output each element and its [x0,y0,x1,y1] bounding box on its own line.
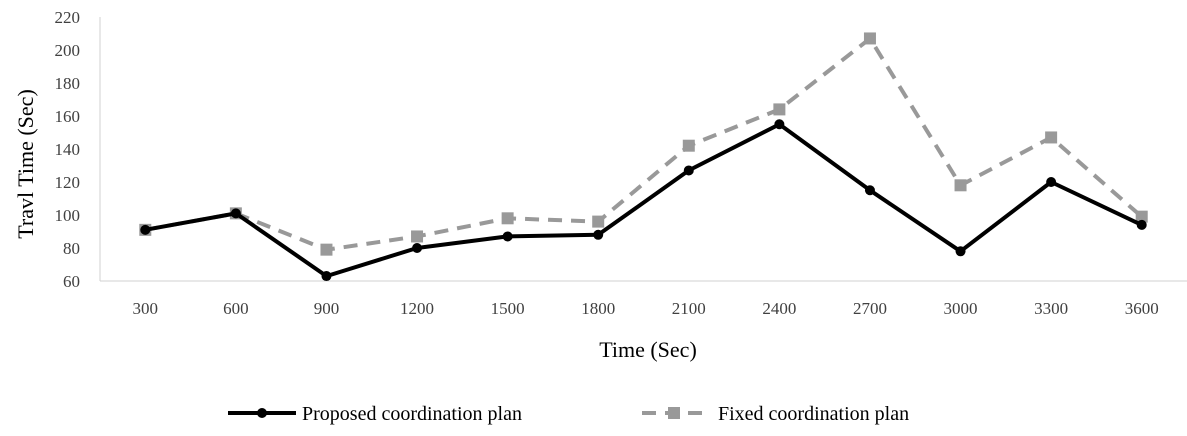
legend-item-fixed: Fixed coordination plan [642,403,909,425]
data-point [411,230,424,243]
data-point [1135,210,1148,223]
legend: Proposed coordination plan Fixed coordin… [228,403,909,425]
x-tick-label: 300 [133,299,159,318]
data-point [502,231,513,242]
y-axis-title: Travl Time (Sec) [13,89,38,239]
series-layer [139,32,1148,282]
y-tick-label: 100 [55,206,81,225]
data-point [773,103,786,116]
x-tick-label: 1800 [581,299,615,318]
series-proposed [140,119,1147,282]
x-tick-label: 2700 [853,299,887,318]
y-tick-label: 180 [55,74,81,93]
data-point [321,271,332,282]
data-point [864,185,875,196]
y-tick-label: 200 [55,41,81,60]
y-axis: 60 80 100 120 140 160 180 200 220 [55,8,101,291]
legend-label-proposed: Proposed coordination plan [302,403,522,425]
x-tick-label: 1200 [400,299,434,318]
data-point [1136,219,1147,230]
legend-label-fixed: Fixed coordination plan [718,403,909,425]
data-point [683,165,694,176]
x-axis: 300 600 900 1200 1500 1800 2100 2400 2700 3000 330… [100,280,1187,318]
data-point [954,179,967,192]
data-point [863,32,876,45]
y-tick-label: 80 [63,239,80,258]
data-point [592,215,605,228]
data-point [955,246,966,257]
x-tick-label: 2400 [762,299,796,318]
data-point [230,208,241,219]
y-tick-label: 160 [55,107,81,126]
y-tick-label: 220 [55,8,81,27]
data-point [412,243,423,253]
data-point [1045,131,1058,144]
x-tick-label: 2100 [672,299,706,318]
x-tick-label: 3600 [1125,299,1159,318]
x-tick-label: 1500 [491,299,525,318]
data-point [320,243,333,256]
x-tick-label: 900 [314,299,340,318]
x-tick-label: 3000 [944,299,978,318]
data-point [593,229,604,240]
x-tick-label: 600 [223,299,249,318]
legend-swatch-proposed-marker [257,408,267,418]
data-point [1046,177,1057,187]
data-point [682,139,695,152]
y-tick-label: 140 [55,140,81,159]
x-axis-title: Time (Sec) [599,337,697,362]
series-line [144,36,1144,252]
data-point [501,212,514,225]
data-point [140,224,151,235]
y-tick-label: 120 [55,173,81,192]
data-point [774,119,785,130]
legend-item-proposed: Proposed coordination plan [228,403,522,425]
x-tick-label: 3300 [1034,299,1068,318]
series-line [144,122,1143,279]
legend-swatch-fixed-marker [668,407,680,419]
y-tick-label: 60 [63,272,80,291]
